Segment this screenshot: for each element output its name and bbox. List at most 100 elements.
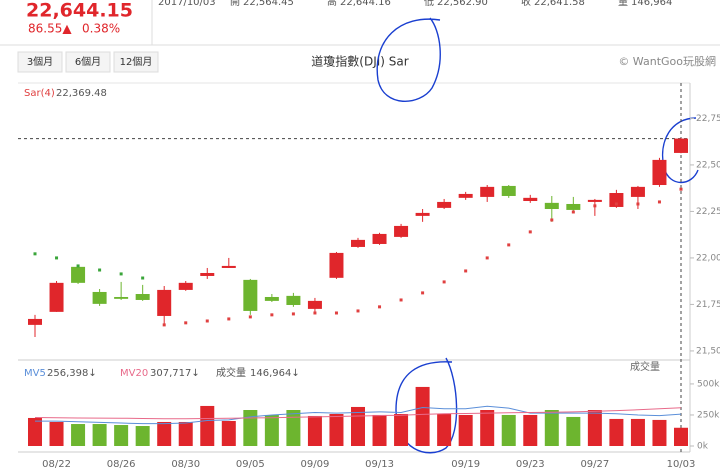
stat-value: 22,641.58 [534, 0, 585, 8]
x-tick-label: 09/23 [516, 459, 545, 470]
sar-dot [421, 291, 425, 295]
x-tick-label: 09/19 [451, 459, 480, 470]
candle-body [221, 265, 236, 268]
y-tick-label: 0k [697, 442, 709, 452]
x-tick-label: 08/30 [171, 459, 200, 470]
sar-dot [593, 204, 597, 208]
volume-bar [587, 410, 602, 446]
volume-bar [501, 414, 516, 446]
legend-name: 成交量 [216, 366, 246, 379]
volume-bar [415, 386, 430, 446]
sar-dot [141, 276, 145, 280]
x-tick-label: 08/26 [107, 459, 136, 470]
sar-dot [571, 210, 575, 214]
candle-body [544, 202, 559, 210]
candle-body [286, 295, 301, 305]
stat-label: 低 [424, 0, 434, 8]
volume-bar [286, 410, 301, 446]
range-button[interactable]: 6個月 [65, 51, 111, 73]
candle-body [92, 291, 107, 304]
range-button[interactable]: 12個月 [113, 51, 159, 73]
candle-body [523, 197, 538, 202]
annotation-circle [376, 17, 441, 102]
candle-body [243, 279, 258, 311]
candle-body [501, 185, 516, 196]
y-tick-label: 22,750 [696, 114, 720, 124]
x-tick-label: 10/03 [667, 459, 696, 470]
button-label: 3個月 [27, 55, 53, 68]
y-tick-label: 21,750 [696, 300, 720, 310]
candle-body [351, 239, 365, 247]
stat-value: 22,562.90 [437, 0, 488, 8]
candle-body [114, 296, 129, 299]
sar-dot [205, 319, 209, 323]
sar-dot [614, 202, 618, 206]
moving-average [34, 407, 682, 420]
sar-dot [291, 312, 295, 316]
volume-bar [566, 416, 581, 446]
candle-body [458, 193, 473, 198]
stat-label: 開 [230, 0, 240, 8]
x-tick-label: 09/05 [236, 459, 265, 470]
sar-dot [162, 323, 166, 327]
x-tick-label: 09/27 [580, 459, 609, 470]
sar-dot [119, 272, 123, 276]
volume-bar [264, 414, 279, 446]
candle-body [630, 186, 645, 197]
candle-body [157, 289, 172, 316]
x-tick-label: 09/09 [301, 459, 330, 470]
candle-body [329, 252, 344, 278]
volume-bar [221, 420, 236, 446]
candle-body [566, 203, 581, 210]
sar-value: 22,369.48 [56, 88, 107, 99]
sar-dot [378, 305, 382, 309]
sar-dot [442, 280, 446, 284]
volume-bar [307, 415, 322, 446]
sar-name: Sar(4) [24, 88, 55, 99]
y-tick-label: 22,250 [696, 207, 720, 217]
annotation-circle [395, 357, 458, 454]
sar-dot [248, 315, 252, 319]
legend-value: 146,964↓ [250, 368, 300, 379]
candle-body [49, 282, 64, 312]
date: 2017/10/03 [158, 0, 216, 8]
sar-dot [550, 218, 554, 222]
candle-body [264, 296, 279, 301]
sar-dot [636, 202, 640, 206]
volume-bar [394, 413, 409, 446]
stat-value: 146,964 [631, 0, 672, 8]
candle-body [28, 318, 42, 325]
volume-bar [674, 427, 688, 446]
volume-bar [630, 418, 645, 446]
y-tick-label: 21,500 [696, 346, 720, 356]
change: 86.55▲ [28, 22, 72, 36]
candle-body [437, 201, 452, 208]
volume-bar [92, 424, 107, 446]
candle-body [372, 233, 387, 244]
legend-value: 307,717↓ [150, 368, 200, 379]
range-button[interactable]: 3個月 [17, 51, 63, 73]
volume-bar [200, 405, 215, 446]
percent: 0.38% [82, 22, 120, 36]
chart-title: 道瓊指數(DJI) Sar [311, 54, 408, 69]
sar-dot [184, 321, 188, 325]
stat-value: 22,564.45 [243, 0, 294, 8]
sar-dot [76, 264, 80, 268]
volume-bar [71, 424, 86, 446]
candle-body [415, 212, 430, 216]
volume-bar [652, 419, 667, 446]
button-label: 12個月 [120, 55, 153, 68]
stat-label: 收 [521, 0, 531, 8]
volume-bar [523, 414, 538, 446]
sar-dot [334, 311, 338, 315]
sar-dot [55, 256, 59, 260]
button-bg [17, 51, 63, 73]
candle-body [652, 159, 667, 186]
volume-bar [49, 421, 64, 446]
volume-bar [243, 410, 258, 446]
sar-dot [98, 268, 102, 272]
copyright: © WantGoo玩股網 [618, 54, 716, 68]
candle-body [178, 282, 193, 290]
volume-bar [480, 410, 495, 446]
